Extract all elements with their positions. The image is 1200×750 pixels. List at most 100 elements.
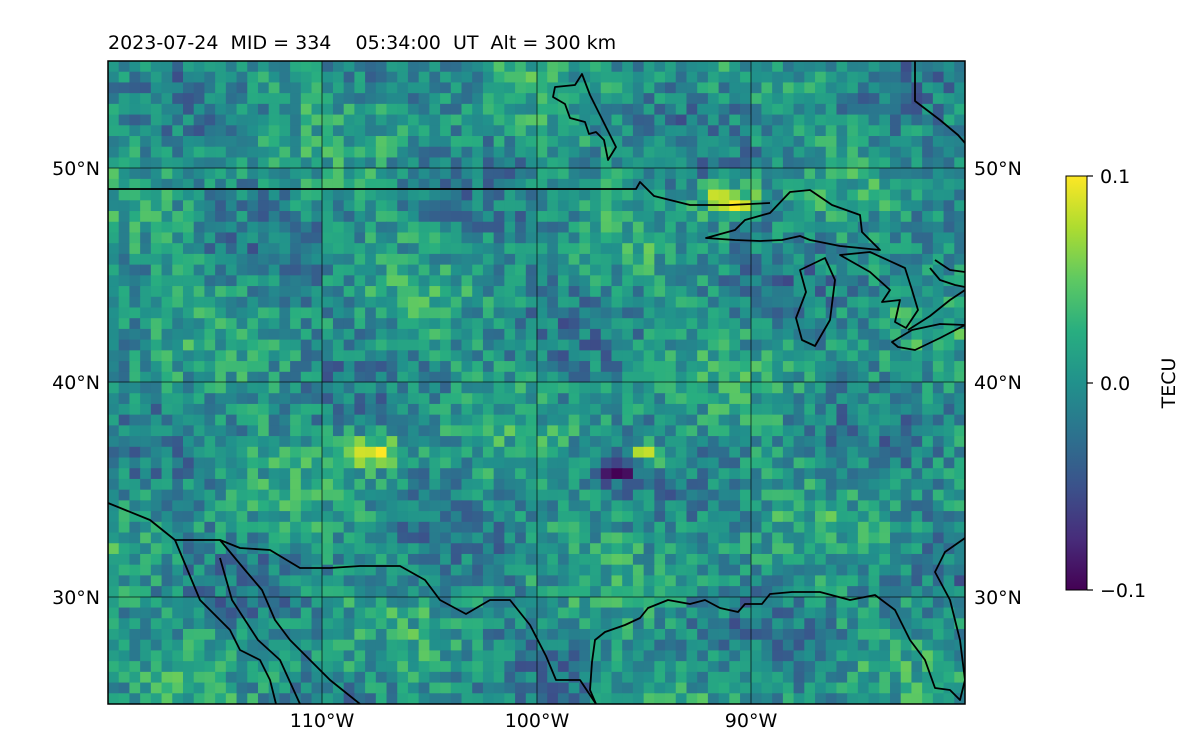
tec-cell xyxy=(922,478,934,491)
tec-cell xyxy=(782,350,795,362)
tec-cell xyxy=(375,318,388,330)
tec-cell xyxy=(429,436,441,448)
tec-cell xyxy=(354,61,366,73)
tec-cell xyxy=(161,189,173,201)
tec-cell xyxy=(354,682,366,694)
tec-cell xyxy=(557,382,570,394)
tec-cell xyxy=(397,168,409,180)
tec-cell xyxy=(932,361,945,373)
tec-cell xyxy=(590,328,602,341)
tec-cell xyxy=(547,564,559,576)
tec-cell xyxy=(718,682,730,694)
tec-cell xyxy=(397,211,409,223)
tec-cell xyxy=(900,596,913,609)
tec-cell xyxy=(182,328,195,341)
tec-cell xyxy=(622,596,634,609)
tec-cell xyxy=(407,478,420,491)
tec-cell xyxy=(493,543,505,555)
tec-cell xyxy=(108,382,120,394)
tec-cell xyxy=(911,200,923,212)
tec-cell xyxy=(279,661,291,673)
tec-cell xyxy=(557,682,570,694)
tec-cell xyxy=(129,253,141,266)
tec-cell xyxy=(611,403,623,416)
tec-cell xyxy=(129,296,141,309)
tec-cell xyxy=(943,671,955,684)
tec-cell xyxy=(740,243,752,255)
tec-cell xyxy=(515,393,527,405)
tec-cell xyxy=(440,82,452,94)
tec-cell xyxy=(461,361,473,373)
tec-cell xyxy=(579,446,591,459)
tec-cell xyxy=(536,586,548,598)
tec-cell xyxy=(772,521,784,534)
tec-cell xyxy=(525,136,538,148)
tec-cell xyxy=(707,543,720,555)
tec-cell xyxy=(922,403,934,416)
tec-cell xyxy=(525,425,538,437)
tec-cell xyxy=(825,575,838,587)
tec-cell xyxy=(150,403,163,416)
tec-cell xyxy=(954,114,965,126)
tec-cell xyxy=(150,586,163,598)
tec-cell xyxy=(750,489,763,501)
tec-cell xyxy=(590,468,602,480)
tec-cell xyxy=(932,553,945,566)
tec-cell xyxy=(172,200,184,212)
tec-cell xyxy=(375,286,388,298)
tec-cell xyxy=(954,607,965,619)
tec-cell xyxy=(761,489,773,501)
tec-cell xyxy=(354,607,366,619)
tec-cell xyxy=(504,511,516,523)
tec-cell xyxy=(215,318,227,330)
tec-cell xyxy=(632,93,645,105)
tec-cell xyxy=(568,361,580,373)
tec-cell xyxy=(622,93,634,105)
tec-cell xyxy=(686,371,698,384)
tec-cell xyxy=(343,361,355,373)
tec-cell xyxy=(879,393,891,405)
tec-cell xyxy=(482,93,495,105)
tec-cell xyxy=(600,553,613,566)
tec-cell xyxy=(686,607,698,619)
tec-cell xyxy=(172,393,184,405)
tec-cell xyxy=(472,93,484,105)
tec-cell xyxy=(182,168,195,180)
tec-cell xyxy=(365,575,377,587)
tec-cell xyxy=(118,307,131,319)
tec-cell xyxy=(172,414,184,426)
tec-cell xyxy=(450,286,463,298)
tec-cell xyxy=(215,264,227,276)
tec-cell xyxy=(429,61,441,73)
tec-cell xyxy=(932,168,945,180)
tec-cell xyxy=(525,339,538,351)
tec-cell xyxy=(622,189,634,201)
tec-cell xyxy=(290,618,302,630)
tec-cell xyxy=(836,618,848,630)
tec-cell xyxy=(729,403,741,416)
tec-cell xyxy=(847,286,859,298)
tec-cell xyxy=(407,693,420,704)
tec-cell xyxy=(815,93,827,105)
tec-cell xyxy=(675,361,688,373)
tec-cell xyxy=(643,211,655,223)
tec-cell xyxy=(493,232,505,244)
tec-cell xyxy=(322,93,334,105)
tec-cell xyxy=(793,253,805,266)
tec-cell xyxy=(761,103,773,116)
tec-cell xyxy=(354,296,366,309)
tec-cell xyxy=(332,189,345,201)
tec-cell xyxy=(418,264,430,276)
tec-cell xyxy=(161,275,173,287)
tec-cell xyxy=(707,103,720,116)
tec-cell xyxy=(890,489,902,501)
tec-cell xyxy=(407,136,420,148)
tec-cell xyxy=(922,157,934,169)
tec-cell xyxy=(654,200,666,212)
tec-cell xyxy=(311,500,323,512)
tec-cell xyxy=(611,82,623,94)
tec-cell xyxy=(782,189,795,201)
tec-cell xyxy=(579,136,591,148)
tec-cell xyxy=(482,146,495,159)
tec-cell xyxy=(418,586,430,598)
